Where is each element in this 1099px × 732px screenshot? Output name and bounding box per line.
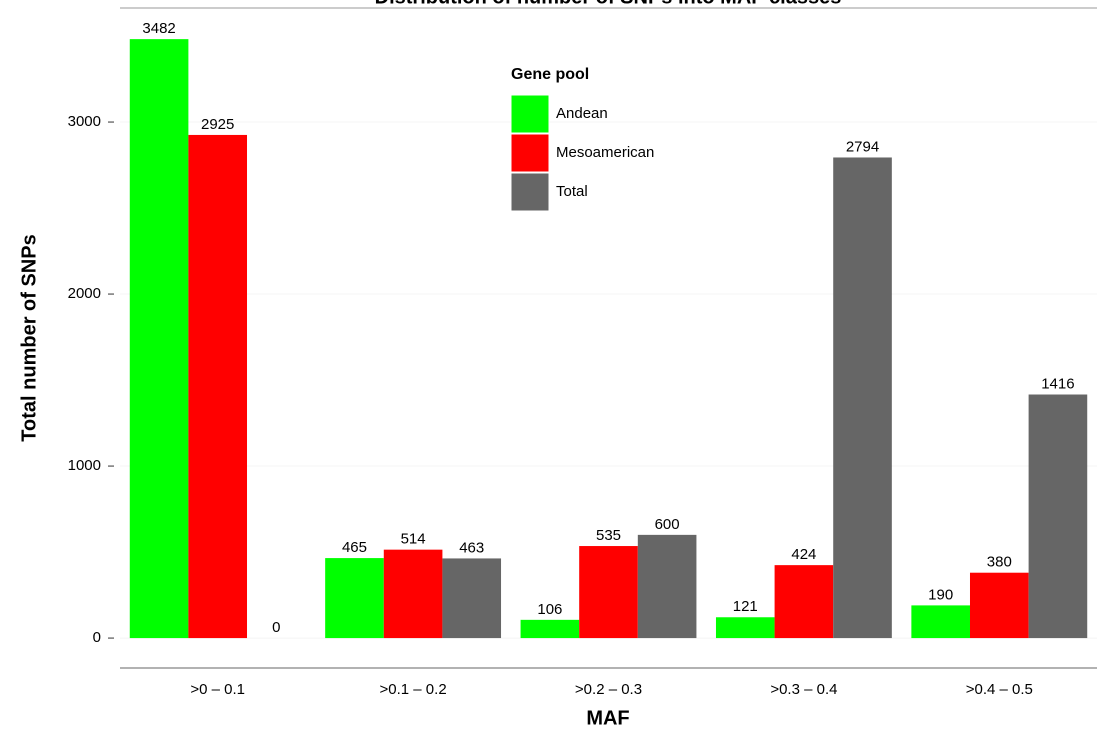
legend-label: Total [556, 183, 588, 200]
bar [520, 619, 580, 639]
value-label: 121 [733, 598, 758, 615]
value-label: 514 [401, 531, 426, 548]
value-label: 465 [342, 539, 367, 556]
bar [383, 549, 443, 639]
x-tick-label: >0.4 – 0.5 [966, 681, 1033, 698]
bar [911, 605, 970, 639]
x-tick-label: >0.3 – 0.4 [770, 681, 837, 698]
legend-key [510, 172, 550, 212]
value-label: 463 [459, 539, 484, 556]
chart-title: Distribution of number of SNPs into MAF … [375, 0, 842, 8]
y-tick-label: 0 [93, 629, 101, 646]
value-label: 2794 [846, 138, 879, 155]
bar [715, 617, 775, 639]
bar [129, 39, 189, 639]
x-tick-label: >0.1 – 0.2 [380, 681, 447, 698]
x-tick-label: >0.2 – 0.3 [575, 681, 642, 698]
bar [325, 558, 384, 639]
legend-key [510, 94, 550, 134]
value-label: 535 [596, 527, 621, 544]
y-axis-label: Total number of SNPs [18, 234, 40, 441]
bar [1028, 394, 1088, 639]
value-label: 2925 [201, 116, 234, 133]
value-label: 380 [987, 554, 1012, 571]
bar [579, 546, 638, 639]
y-tick-label: 2000 [68, 285, 101, 302]
legend-label: Andean [556, 105, 608, 122]
x-axis-label: MAF [586, 707, 629, 729]
legend-key [510, 133, 550, 173]
x-tick-label: >0 – 0.1 [190, 681, 245, 698]
bar [774, 565, 834, 639]
value-label: 1416 [1041, 375, 1074, 392]
value-label: 106 [537, 601, 562, 618]
y-tick-label: 3000 [68, 113, 101, 130]
bar [637, 534, 697, 639]
legend-label: Mesoamerican [556, 144, 654, 161]
bar [188, 134, 248, 639]
bar [442, 558, 502, 639]
value-label: 424 [791, 546, 816, 563]
value-label: 0 [272, 619, 280, 636]
value-label: 3482 [142, 20, 175, 37]
y-tick-label: 1000 [68, 457, 101, 474]
bar [833, 157, 892, 639]
value-label: 600 [655, 516, 680, 533]
legend-title: Gene pool [511, 66, 589, 83]
bar [969, 572, 1029, 639]
value-label: 190 [928, 586, 953, 603]
